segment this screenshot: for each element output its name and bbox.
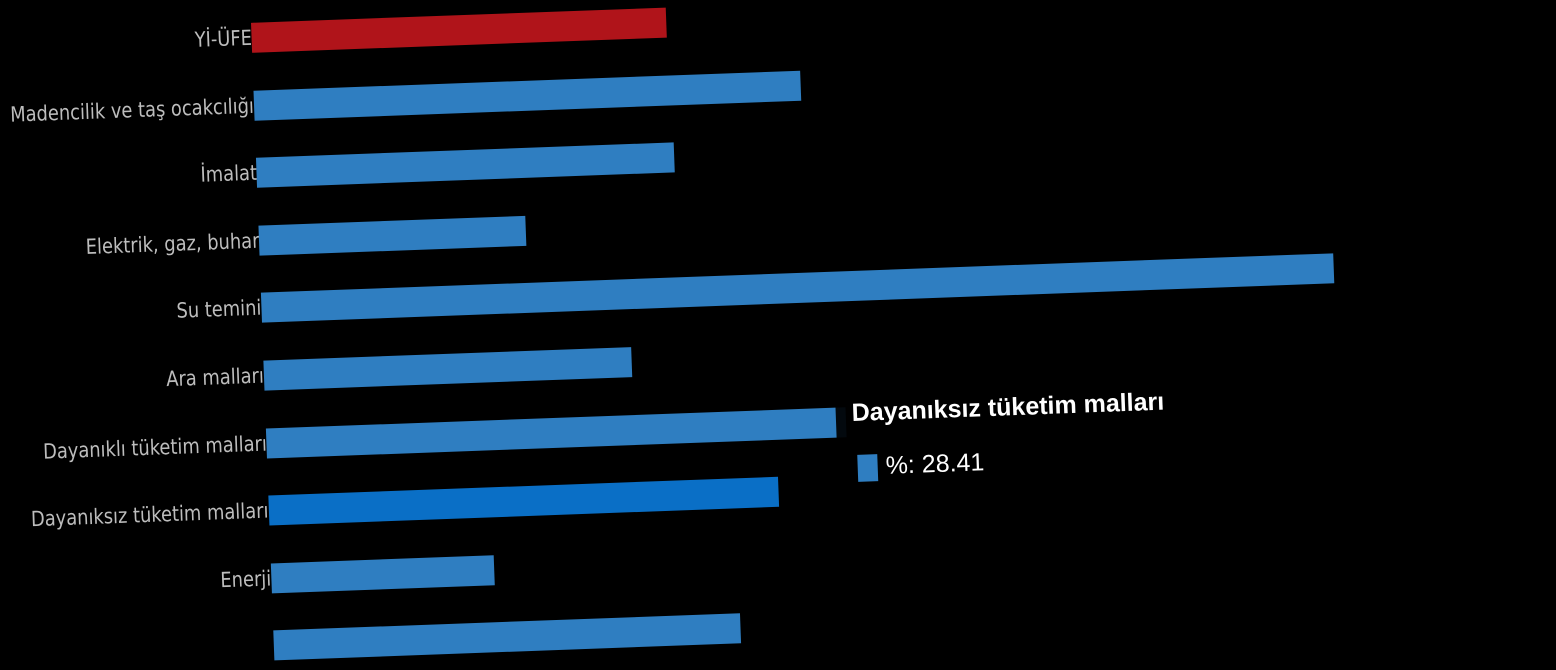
bar[interactable]	[273, 613, 741, 661]
tooltip-title: Dayanıksız tüketim malları	[851, 387, 1165, 428]
bar[interactable]	[258, 215, 527, 256]
chart-area: Yİ-ÜFE Madencilik ve taş ocakcılığı İmalat…	[9, 7, 1335, 661]
chart-tooltip: Dayanıksız tüketim malları %: 28.41	[834, 375, 1184, 500]
category-label: Dayanıksız tüketim malları	[31, 498, 270, 532]
tooltip-value: %: 28.41	[885, 448, 985, 480]
category-label: Yİ-ÜFE	[193, 25, 252, 52]
category-label: Su temini	[176, 296, 262, 324]
bar[interactable]	[260, 253, 1335, 324]
category-label: İmalat	[199, 160, 257, 187]
category-label: Elektrik, gaz, buhar	[84, 228, 260, 259]
category-label: Enerji	[220, 566, 272, 593]
category-label: Dayanıklı tüketim malları	[42, 431, 267, 464]
bar[interactable]	[263, 347, 633, 391]
bar[interactable]	[253, 70, 802, 121]
bar[interactable]	[251, 7, 667, 53]
bar[interactable]	[268, 477, 780, 526]
bar[interactable]	[270, 555, 495, 594]
tooltip-series-swatch	[857, 454, 879, 482]
bar[interactable]	[265, 406, 847, 459]
category-label: Madencilik ve taş ocakcılığı	[9, 93, 255, 127]
bar[interactable]	[255, 142, 676, 188]
category-label: Ara malları	[165, 363, 265, 392]
